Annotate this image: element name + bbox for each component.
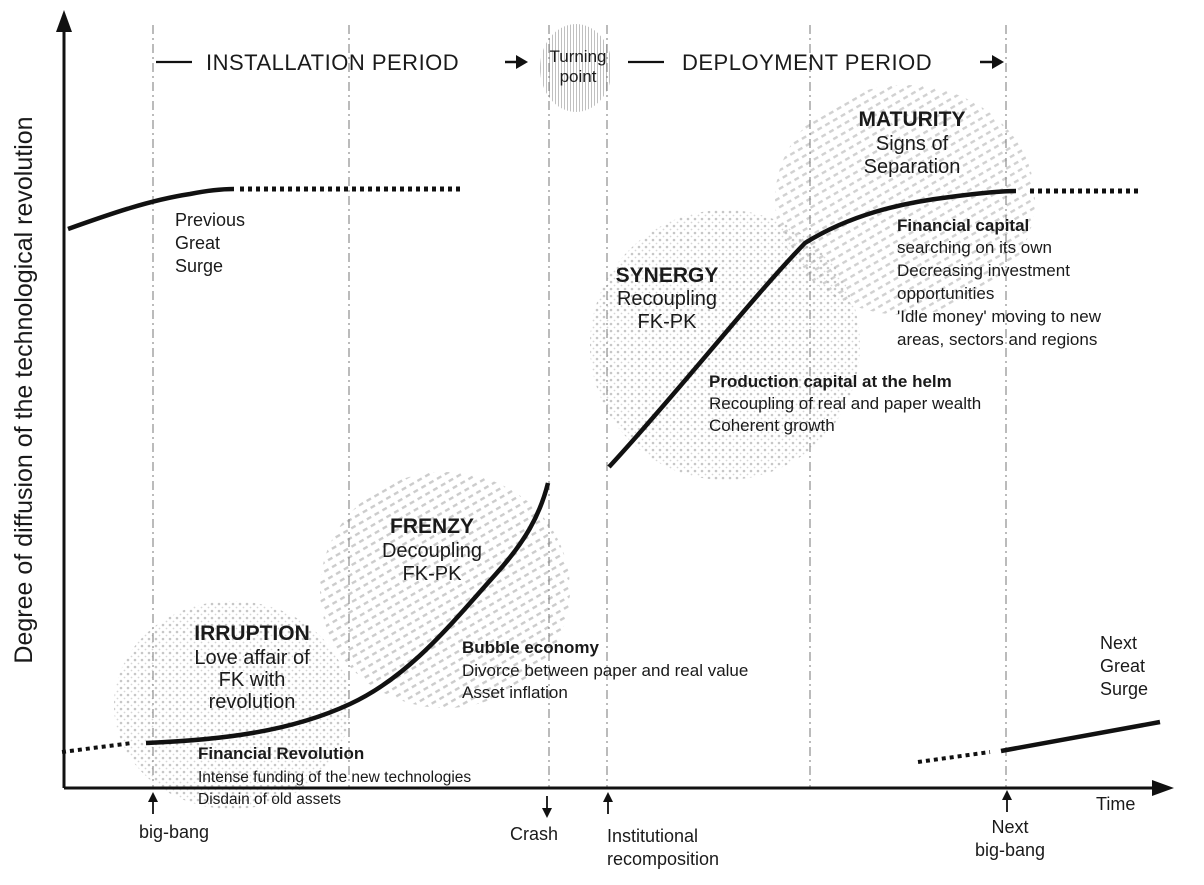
next-surge-line-2: Great [1100, 656, 1145, 676]
axes [56, 10, 1174, 796]
maturity-line-2: Separation [864, 156, 961, 178]
bubble-economy-head: Bubble economy [462, 638, 600, 657]
maturity-cloud [775, 85, 1035, 315]
previous-surge-curve [67, 186, 235, 232]
synergy-label: SYNERGY Recoupling FK-PK [616, 264, 719, 333]
financial-capital-line-4: 'Idle money' moving to new [897, 307, 1102, 326]
deployment-arrow-icon [992, 55, 1004, 69]
frenzy-line-1: Decoupling [382, 540, 482, 562]
next-surge-label: Next Great Surge [1100, 633, 1148, 699]
financial-capital-note: Financial capital searching on its own D… [897, 216, 1102, 349]
synergy-line-1: Recoupling [617, 288, 717, 310]
irruption-cloud [114, 601, 350, 809]
production-capital-note: Production capital at the helm Recouplin… [709, 372, 981, 435]
institutional-label-line-2: recomposition [607, 849, 719, 869]
frenzy-cloud [320, 472, 570, 708]
financial-capital-line-3: opportunities [897, 284, 994, 303]
institutional-label-line-1: Institutional [607, 826, 698, 846]
financial-revolution-note: Financial Revolution Intense funding of … [198, 744, 471, 808]
next-surge-line-3: Surge [1100, 679, 1148, 699]
financial-capital-line-1: searching on its own [897, 238, 1052, 257]
production-capital-line-1: Recoupling of real and paper wealth [709, 394, 981, 413]
frenzy-title: FRENZY [390, 515, 474, 538]
frenzy-line-2: FK-PK [403, 563, 463, 585]
maturity-line-1: Signs of [876, 133, 949, 155]
period-header: INSTALLATION PERIOD Turning point DEPLOY… [156, 47, 1004, 86]
next-surge-curve [1000, 719, 1161, 754]
frenzy-label: FRENZY Decoupling FK-PK [382, 515, 482, 585]
current-surge-dotted-start [61, 741, 133, 754]
previous-surge-line-1: Previous [175, 210, 245, 230]
installation-arrow-icon [516, 55, 528, 69]
y-axis-arrowhead [56, 10, 72, 32]
turning-point-label-line-1: Turning [549, 47, 606, 66]
next-surge-dotted-start [917, 750, 991, 764]
irruption-line-2: FK with [219, 669, 286, 691]
previous-surge-label: Previous Great Surge [175, 210, 245, 276]
bubble-economy-note: Bubble economy Divorce between paper and… [462, 638, 748, 702]
crash-label: Crash [510, 824, 558, 844]
financial-capital-line-2: Decreasing investment [897, 261, 1070, 280]
next-surge-line-1: Next [1100, 633, 1137, 653]
production-capital-head: Production capital at the helm [709, 372, 952, 391]
next-big-bang-label-line-2: big-bang [975, 840, 1045, 860]
institutional-arrow-icon [603, 792, 613, 802]
financial-capital-line-5: areas, sectors and regions [897, 330, 1097, 349]
y-axis-label: Degree of diffusion of the technological… [10, 116, 38, 663]
bubble-economy-line-1: Divorce between paper and real value [462, 661, 748, 680]
turning-point-label-line-2: point [560, 67, 597, 86]
irruption-line-1: Love affair of [194, 647, 310, 669]
x-axis-label: Time [1096, 794, 1135, 814]
financial-revolution-line-1: Intense funding of the new technologies [198, 769, 471, 786]
synergy-title: SYNERGY [616, 264, 719, 287]
surge-curves [61, 186, 1161, 764]
synergy-line-2: FK-PK [638, 311, 698, 333]
period-guides [152, 25, 1007, 788]
crash-arrow-icon [542, 808, 552, 818]
big-bang-label: big-bang [139, 822, 209, 842]
big-bang-arrow-icon [148, 792, 158, 802]
financial-capital-head: Financial capital [897, 216, 1029, 235]
irruption-title: IRRUPTION [194, 622, 310, 645]
financial-revolution-line-2: Disdain of old assets [198, 791, 341, 808]
deployment-period-label: DEPLOYMENT PERIOD [682, 50, 932, 75]
event-markers [148, 790, 1012, 818]
irruption-label: IRRUPTION Love affair of FK with revolut… [194, 622, 310, 713]
production-capital-line-2: Coherent growth [709, 416, 835, 435]
financial-revolution-head: Financial Revolution [198, 744, 364, 763]
irruption-line-3: revolution [209, 691, 296, 713]
previous-surge-line-3: Surge [175, 256, 223, 276]
installation-period-label: INSTALLATION PERIOD [206, 50, 459, 75]
previous-surge-line-2: Great [175, 233, 220, 253]
maturity-title: MATURITY [859, 108, 966, 131]
x-axis-arrowhead [1152, 780, 1174, 796]
next-big-bang-arrow-icon [1002, 790, 1012, 800]
installation-curve [145, 482, 551, 746]
maturity-label: MATURITY Signs of Separation [859, 108, 966, 178]
next-big-bang-label-line-1: Next [991, 817, 1028, 837]
turning-point-cloud [540, 24, 612, 112]
bubble-economy-line-2: Asset inflation [462, 683, 568, 702]
deployment-curve [607, 188, 1017, 469]
